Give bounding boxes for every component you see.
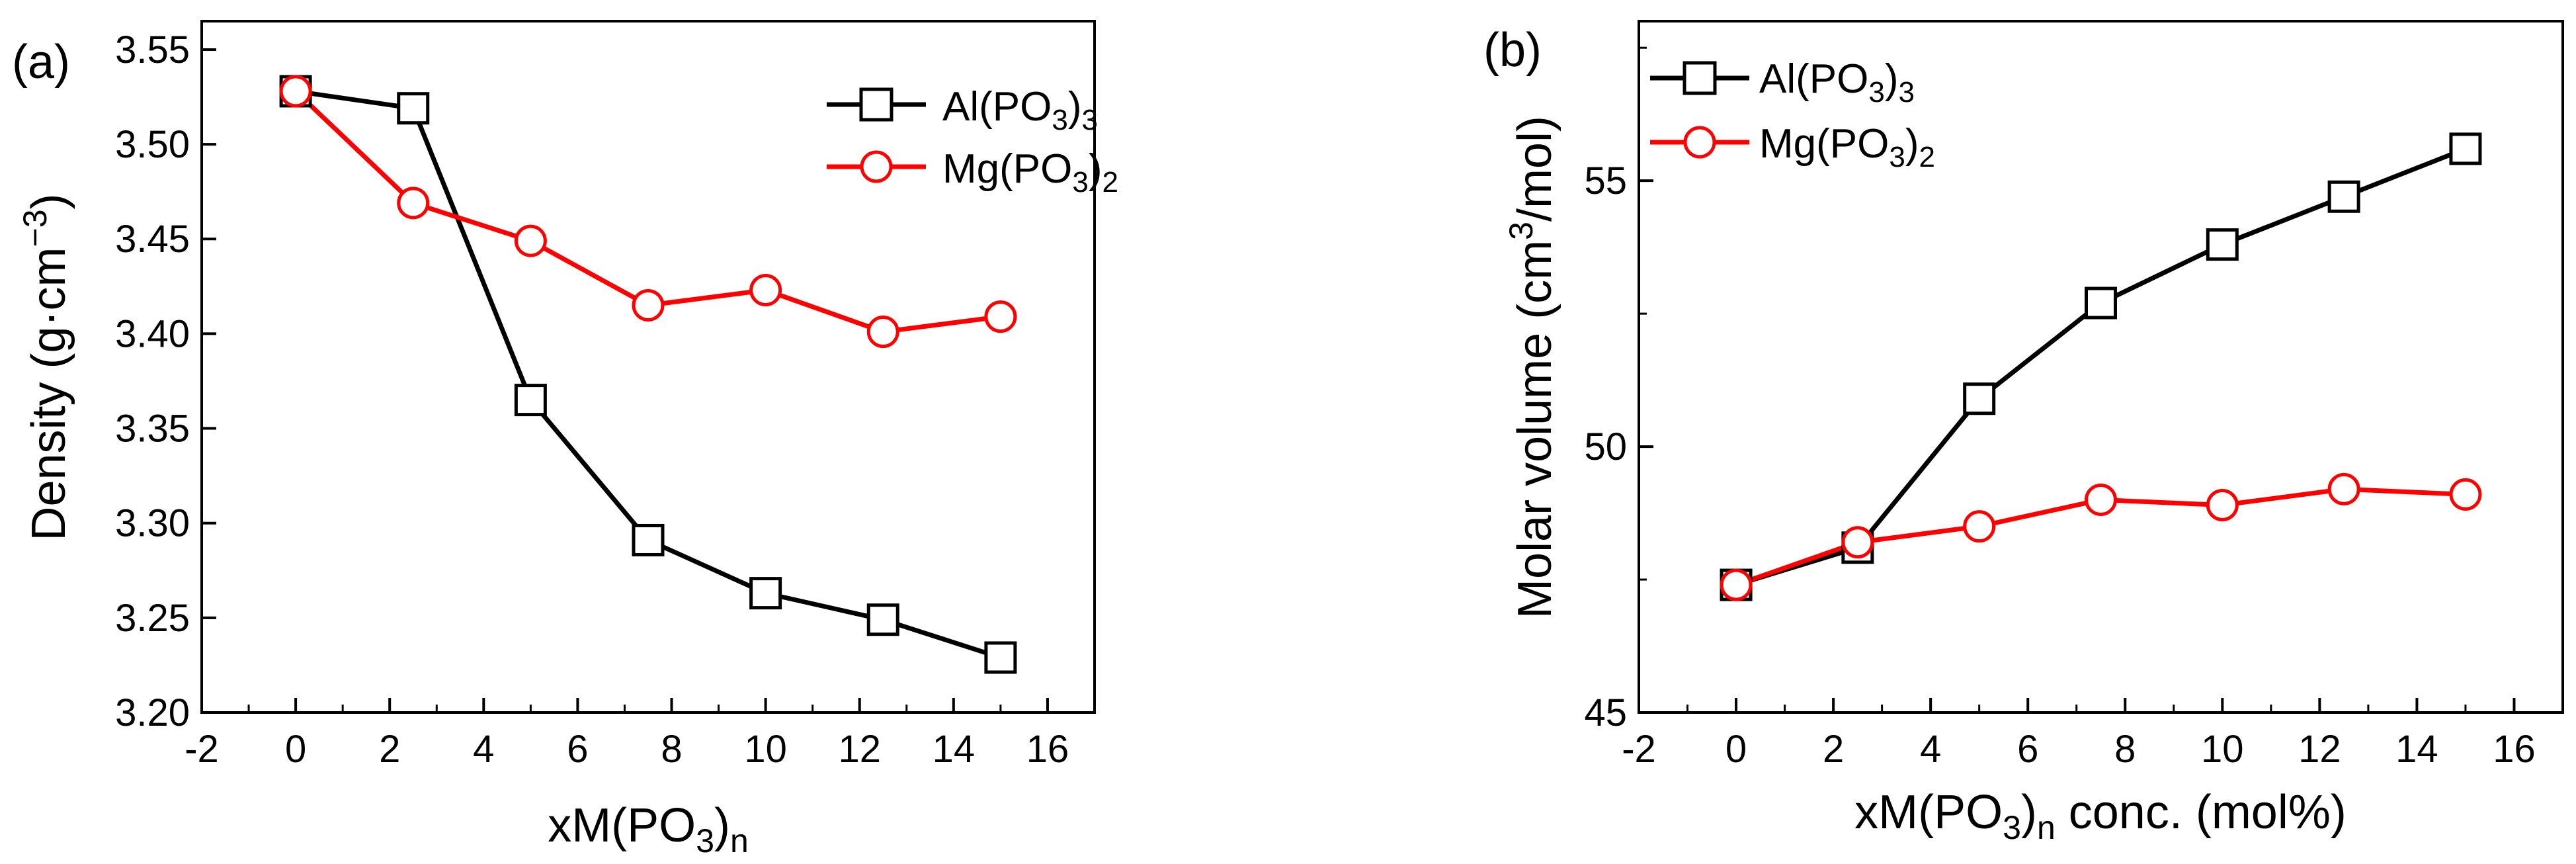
data-point-square: [2449, 132, 2482, 165]
data-point-circle: [866, 316, 899, 349]
x-tick-label: 6: [2017, 728, 2038, 771]
y-tick-label: 3.30: [115, 502, 190, 545]
legend-label-mg: Mg(PO3)2: [942, 146, 1118, 198]
x-tick-label: 0: [285, 728, 306, 771]
panel-label: (b): [1483, 24, 1542, 77]
data-point-circle: [2085, 483, 2117, 516]
legend-marker-mg: [1683, 126, 1716, 159]
x-tick-label: -2: [1622, 728, 1656, 771]
data-point-square: [514, 384, 547, 417]
y-tick-label: 3.40: [115, 312, 190, 355]
x-axis-label: xM(PO3)n: [548, 799, 749, 859]
x-tick-label: 14: [2395, 728, 2438, 771]
x-tick-label: 4: [473, 728, 494, 771]
x-tick-label: 16: [1026, 728, 1069, 771]
x-tick-label: 14: [933, 728, 976, 771]
x-tick-label: 12: [2298, 728, 2341, 771]
panel-b-molar-volume-chart: -2 0 2 4 6 8 10 12 14 16 45 50 55 (b) xM(PO3)n conc.…: [1483, 20, 2564, 846]
data-point-square: [632, 523, 665, 556]
panel-a-density-chart: -2 0 2 4 6 8 10 12 14 16 3.20 3.25 3.30 3.35 3.40 3.45 3…: [12, 20, 1118, 859]
data-point-circle: [514, 224, 547, 257]
data-point-circle: [2327, 472, 2360, 505]
data-point-square: [749, 577, 782, 610]
series-line-square: [1735, 146, 2467, 587]
legend-label-al: Al(PO3)3: [942, 84, 1098, 136]
panel-label: (a): [12, 36, 70, 89]
x-tick-label: 0: [1725, 728, 1747, 771]
x-tick-label: 10: [2201, 728, 2244, 771]
data-point-circle: [397, 187, 430, 220]
data-point-square: [2327, 180, 2360, 213]
y-tick-label: 50: [1584, 425, 1627, 468]
y-tick-label: 3.45: [115, 218, 190, 261]
data-point-square: [1963, 382, 1996, 415]
legend-marker-mg: [860, 150, 893, 183]
data-point-square: [397, 92, 430, 125]
data-point-square: [984, 641, 1017, 674]
x-tick-label: 2: [379, 728, 400, 771]
x-tick-label: 16: [2493, 728, 2536, 771]
legend: Al(PO3)3 Mg(PO3)2: [1650, 56, 1935, 173]
legend: Al(PO3)3 Mg(PO3)2: [827, 84, 1118, 198]
x-axis-label: xM(PO3)n conc. (mol%): [1854, 786, 2347, 846]
x-tick-label: 6: [567, 728, 588, 771]
y-axis-label: Molar volume (cm3/mol): [1503, 116, 1561, 619]
series-layer: [1720, 132, 2482, 601]
data-point-circle: [984, 300, 1017, 333]
x-tick-label: 10: [744, 728, 787, 771]
x-tick-label: -2: [185, 728, 219, 771]
y-tick-label: 3.50: [115, 123, 190, 166]
data-point-circle: [749, 274, 782, 307]
x-tick-label: 8: [661, 728, 682, 771]
x-tick-label: 2: [1823, 728, 1844, 771]
data-point-square: [866, 603, 899, 636]
data-point-circle: [2449, 478, 2482, 511]
x-tick-label: 12: [838, 728, 881, 771]
data-point-circle: [1720, 568, 1753, 601]
data-point-circle: [1841, 526, 1874, 559]
y-tick-label: 3.20: [115, 691, 190, 734]
y-axis-label: Density (g·cm−3): [17, 193, 75, 540]
plot-frame: [1638, 20, 2564, 714]
y-tick-label: 55: [1584, 159, 1627, 202]
legend-marker-al: [1683, 61, 1717, 95]
x-tick-label: 8: [2114, 728, 2136, 771]
y-tick-label: 3.25: [115, 597, 190, 640]
data-point-circle: [632, 288, 665, 322]
legend-label-mg: Mg(PO3)2: [1759, 121, 1935, 173]
data-point-circle: [279, 75, 312, 108]
y-tick-label: 3.35: [115, 408, 190, 451]
axes-ticks: -2 0 2 4 6 8 10 12 14 16 45 50 55: [1584, 46, 2536, 771]
axes-ticks: -2 0 2 4 6 8 10 12 14 16 3.20 3.25 3.30 3.35 3.40 3.45 3…: [115, 28, 1069, 771]
y-tick-label: 45: [1584, 691, 1627, 734]
data-point-circle: [1963, 510, 1996, 543]
legend-marker-al: [859, 87, 893, 122]
data-point-square: [2206, 228, 2239, 261]
data-point-square: [2085, 286, 2117, 320]
series-line-square: [295, 89, 1001, 660]
legend-label-al: Al(PO3)3: [1759, 56, 1915, 108]
series-layer: [279, 75, 1017, 674]
x-tick-label: 4: [1920, 728, 1941, 771]
y-tick-label: 3.55: [115, 28, 190, 71]
data-point-circle: [2206, 489, 2239, 521]
plot-frame: [200, 20, 1096, 714]
